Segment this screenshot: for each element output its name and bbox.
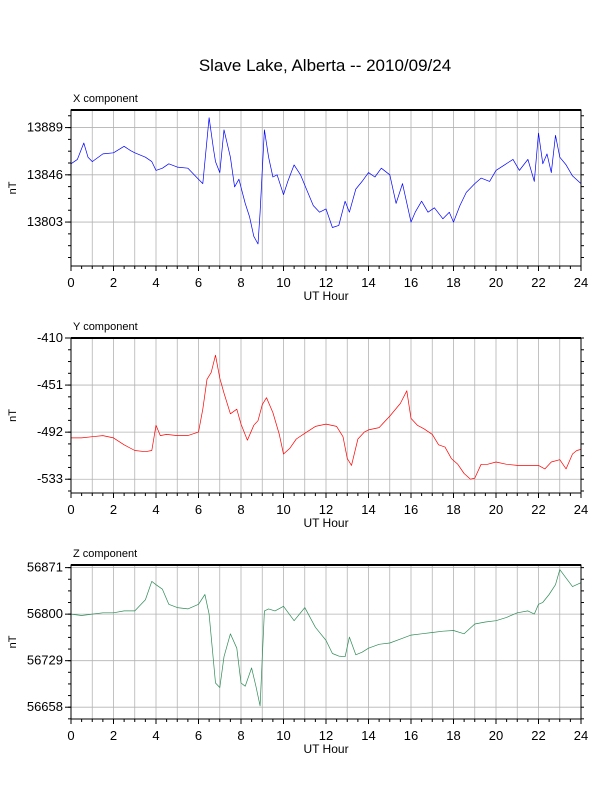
- y-tick-label: -492: [37, 424, 63, 439]
- x-tick-label: 10: [276, 728, 290, 743]
- chart-panel-3: 0 2 4 6 8 10 12 14 16 18 20 22 245665856729568005687…: [7, 548, 588, 756]
- y-axis-label: nT: [7, 635, 19, 648]
- x-tick-label: 6: [195, 502, 202, 517]
- x-tick-label: 4: [152, 502, 159, 517]
- y-axis-label: nT: [7, 409, 19, 422]
- x-tick-label: 24: [574, 728, 588, 743]
- y-tick-label: 56729: [27, 653, 63, 668]
- data-series-line: [70, 569, 582, 707]
- x-tick-label: 14: [361, 502, 375, 517]
- x-tick-label: 20: [489, 502, 503, 517]
- x-tick-label: 16: [404, 502, 418, 517]
- x-tick-label: 10: [276, 275, 290, 290]
- x-tick-label: 8: [237, 275, 244, 290]
- x-axis-label: UT Hour: [303, 742, 348, 756]
- y-tick-label: 56871: [27, 560, 63, 575]
- y-tick-label: -451: [37, 377, 63, 392]
- x-tick-label: 18: [446, 275, 460, 290]
- x-tick-label: 12: [319, 728, 333, 743]
- x-tick-label: 12: [319, 502, 333, 517]
- x-tick-label: 24: [574, 275, 588, 290]
- x-tick-label: 4: [152, 275, 159, 290]
- x-axis-label: UT Hour: [303, 289, 348, 303]
- x-tick-label: 6: [195, 275, 202, 290]
- x-tick-label: 14: [361, 728, 375, 743]
- x-tick-label: 8: [237, 728, 244, 743]
- y-tick-label: 13803: [27, 214, 63, 229]
- x-tick-label: 14: [361, 275, 375, 290]
- x-tick-label: 0: [67, 728, 74, 743]
- x-tick-label: 16: [404, 275, 418, 290]
- x-tick-label: 22: [531, 728, 545, 743]
- y-tick-label: 13889: [27, 120, 63, 135]
- x-tick-label: 10: [276, 502, 290, 517]
- x-tick-label: 12: [319, 275, 333, 290]
- x-tick-label: 8: [237, 502, 244, 517]
- x-tick-label: 16: [404, 728, 418, 743]
- x-tick-label: 22: [531, 502, 545, 517]
- y-tick-label: -410: [37, 330, 63, 345]
- x-axis-label: UT Hour: [303, 516, 348, 530]
- x-tick-label: 2: [110, 275, 117, 290]
- x-tick-label: 20: [489, 275, 503, 290]
- x-tick-label: 2: [110, 502, 117, 517]
- x-tick-label: 0: [67, 275, 74, 290]
- x-tick-label: 6: [195, 728, 202, 743]
- x-tick-label: 4: [152, 728, 159, 743]
- y-tick-label: -533: [37, 471, 63, 486]
- y-axis-label: nT: [7, 181, 19, 194]
- y-tick-label: 56658: [27, 699, 63, 714]
- x-tick-label: 24: [574, 502, 588, 517]
- panel-title: Y component: [73, 321, 138, 333]
- data-series-line: [70, 117, 582, 245]
- data-series-line: [71, 354, 582, 480]
- page-title: Slave Lake, Alberta -- 2010/09/24: [198, 56, 452, 75]
- y-tick-label: 56800: [27, 606, 63, 621]
- x-tick-label: 18: [446, 728, 460, 743]
- x-tick-label: 2: [110, 728, 117, 743]
- y-tick-label: 13846: [27, 167, 63, 182]
- panel-title: X component: [73, 93, 138, 105]
- x-tick-label: 18: [446, 502, 460, 517]
- x-tick-label: 0: [67, 502, 74, 517]
- x-tick-label: 22: [531, 275, 545, 290]
- x-tick-label: 20: [489, 728, 503, 743]
- panel-title: Z component: [73, 548, 137, 560]
